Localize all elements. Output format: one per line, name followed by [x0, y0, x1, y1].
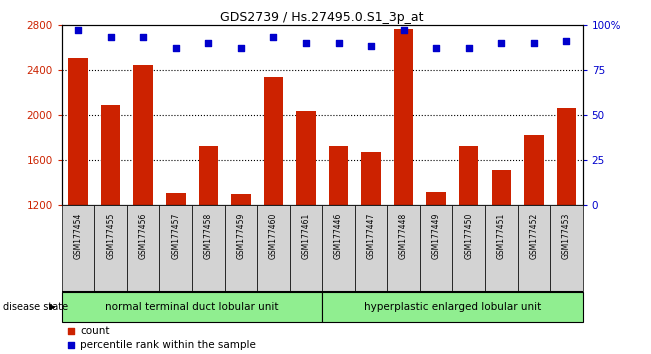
Point	[105, 35, 116, 40]
Title: GDS2739 / Hs.27495.0.S1_3p_at: GDS2739 / Hs.27495.0.S1_3p_at	[221, 11, 424, 24]
Text: GSM177454: GSM177454	[74, 212, 83, 259]
Bar	[225, 205, 257, 292]
Text: GSM177446: GSM177446	[334, 212, 343, 259]
Point	[236, 45, 246, 51]
Text: GSM177450: GSM177450	[464, 212, 473, 259]
Bar	[524, 135, 544, 205]
Point	[66, 342, 76, 348]
Text: percentile rank within the sample: percentile rank within the sample	[80, 340, 256, 350]
Point	[66, 328, 76, 334]
Bar	[322, 205, 355, 292]
Point	[138, 35, 148, 40]
Text: GSM177459: GSM177459	[236, 212, 245, 259]
Point	[171, 45, 181, 51]
Bar	[94, 205, 127, 292]
Bar	[231, 194, 251, 205]
Bar	[518, 205, 550, 292]
Bar	[101, 105, 120, 205]
Text: GSM177457: GSM177457	[171, 212, 180, 259]
Text: GSM177453: GSM177453	[562, 212, 571, 259]
Point	[431, 45, 441, 51]
Bar	[355, 205, 387, 292]
Bar	[290, 205, 322, 292]
Bar	[426, 192, 446, 205]
Bar	[329, 145, 348, 205]
Bar	[452, 205, 485, 292]
Bar	[192, 205, 225, 292]
Bar	[166, 193, 186, 205]
Text: hyperplastic enlarged lobular unit: hyperplastic enlarged lobular unit	[364, 302, 541, 312]
Bar	[485, 205, 518, 292]
Text: normal terminal duct lobular unit: normal terminal duct lobular unit	[105, 302, 279, 312]
Bar	[62, 205, 94, 292]
Point	[398, 27, 409, 33]
Text: GSM177452: GSM177452	[529, 212, 538, 258]
Bar	[387, 205, 420, 292]
Bar	[133, 65, 153, 205]
Bar	[296, 110, 316, 205]
Bar	[420, 205, 452, 292]
Point	[333, 40, 344, 46]
Text: GSM177458: GSM177458	[204, 212, 213, 258]
Text: GSM177460: GSM177460	[269, 212, 278, 259]
Point	[366, 44, 376, 49]
Point	[464, 45, 474, 51]
Bar	[492, 170, 511, 205]
Point	[73, 27, 83, 33]
Bar	[127, 205, 159, 292]
Bar	[361, 152, 381, 205]
Point	[529, 40, 539, 46]
Text: GSM177455: GSM177455	[106, 212, 115, 259]
Point	[268, 35, 279, 40]
Text: disease state: disease state	[3, 302, 68, 312]
Text: count: count	[80, 326, 109, 336]
Point	[496, 40, 506, 46]
Bar	[159, 205, 192, 292]
Bar	[68, 57, 88, 205]
Bar	[322, 292, 583, 322]
Bar	[199, 145, 218, 205]
Text: GSM177448: GSM177448	[399, 212, 408, 258]
Text: GSM177461: GSM177461	[301, 212, 311, 258]
Bar	[264, 77, 283, 205]
Bar	[459, 145, 478, 205]
Text: GSM177449: GSM177449	[432, 212, 441, 259]
Bar	[557, 108, 576, 205]
Text: GSM177447: GSM177447	[367, 212, 376, 259]
Point	[561, 38, 572, 44]
Bar	[257, 205, 290, 292]
Point	[203, 40, 214, 46]
Bar	[550, 205, 583, 292]
Point	[301, 40, 311, 46]
Bar	[394, 29, 413, 205]
Text: GSM177451: GSM177451	[497, 212, 506, 258]
Text: GSM177456: GSM177456	[139, 212, 148, 259]
Bar	[62, 292, 322, 322]
